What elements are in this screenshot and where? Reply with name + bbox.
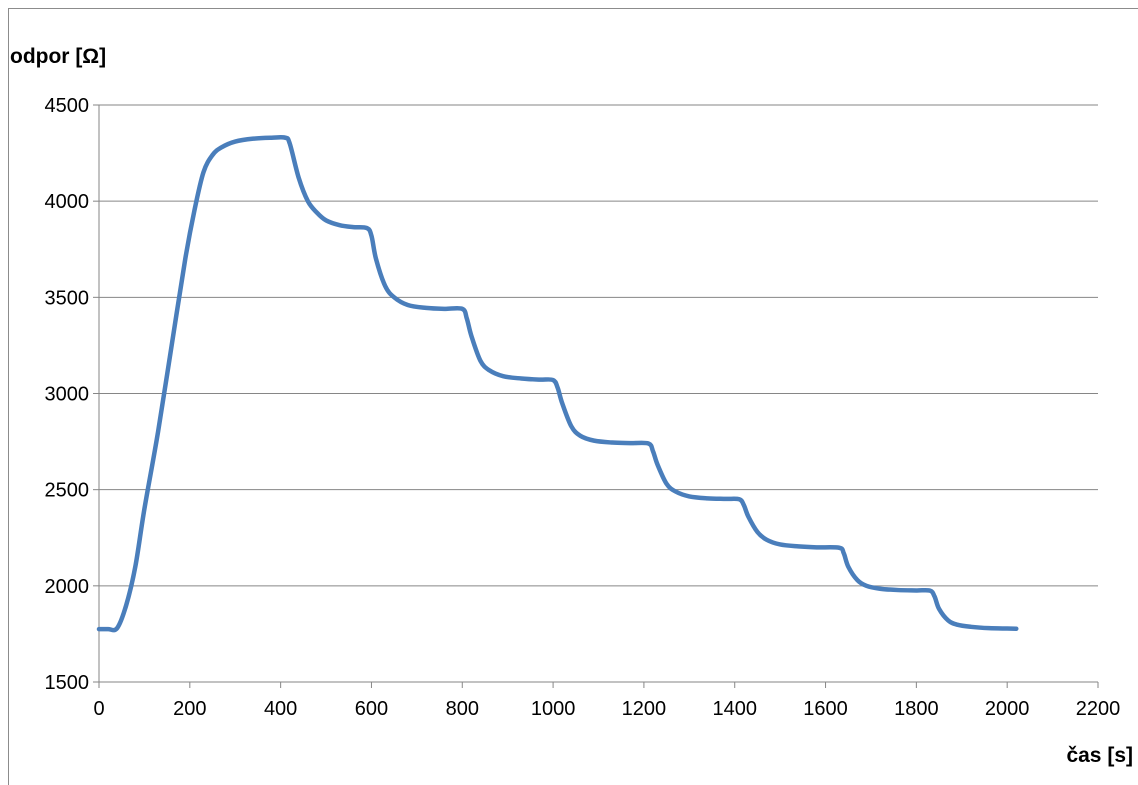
- y-tick-label: 2500: [45, 480, 90, 502]
- x-tick-label: 800: [446, 698, 479, 720]
- series-line-0: [96, 134, 1019, 633]
- x-tick-label: 200: [173, 698, 206, 720]
- x-tick-label: 2000: [985, 698, 1030, 720]
- y-tick-label: 4000: [45, 191, 90, 213]
- x-tick-label: 2200: [1076, 698, 1121, 720]
- y-tick-label: 3000: [45, 384, 90, 406]
- y-tick-labels: 1500 2000 2500 3000 3500 4000 4500: [45, 95, 90, 694]
- chart-frame: [8, 8, 1138, 785]
- y-tick-label: 1500: [45, 672, 90, 694]
- x-tick-label: 1400: [712, 698, 757, 720]
- y-tick-label: 4500: [45, 95, 90, 117]
- x-tick-labels: 0 200 400 600 800 1000 1200 1400 1600 1800 2000 220…: [93, 698, 1120, 720]
- y-tick-label: 2000: [45, 576, 90, 598]
- x-tick-label: 1800: [894, 698, 939, 720]
- x-tick-label: 1600: [803, 698, 848, 720]
- gridlines: [93, 104, 1099, 688]
- y-tick-label: 3500: [45, 287, 90, 309]
- y-axis-title: odpor [Ω]: [10, 45, 106, 68]
- series-group: [96, 134, 1019, 633]
- x-tick-label: 1000: [531, 698, 576, 720]
- x-tick-label: 400: [264, 698, 297, 720]
- x-tick-label: 0: [93, 698, 104, 720]
- x-axis-title: čas [s]: [1066, 744, 1133, 767]
- x-tick-label: 600: [355, 698, 388, 720]
- x-tick-label: 1200: [622, 698, 667, 720]
